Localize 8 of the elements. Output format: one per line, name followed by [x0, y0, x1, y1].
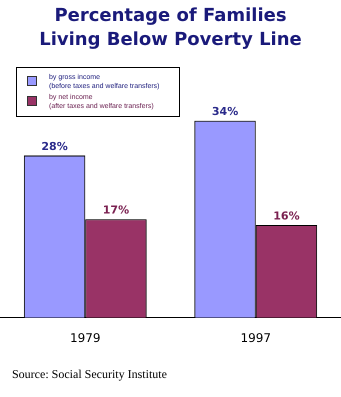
- source-note: Source: Social Security Institute: [12, 367, 167, 382]
- data-label: 28%: [41, 140, 68, 153]
- data-label: 16%: [273, 209, 300, 222]
- chart-title: Percentage of Families Living Below Poverty Line: [38, 4, 303, 52]
- x-tick-label: 1997: [240, 330, 272, 345]
- x-tick-label: 1979: [70, 330, 101, 345]
- data-label: 17%: [102, 204, 130, 217]
- data-label: 34%: [212, 105, 238, 118]
